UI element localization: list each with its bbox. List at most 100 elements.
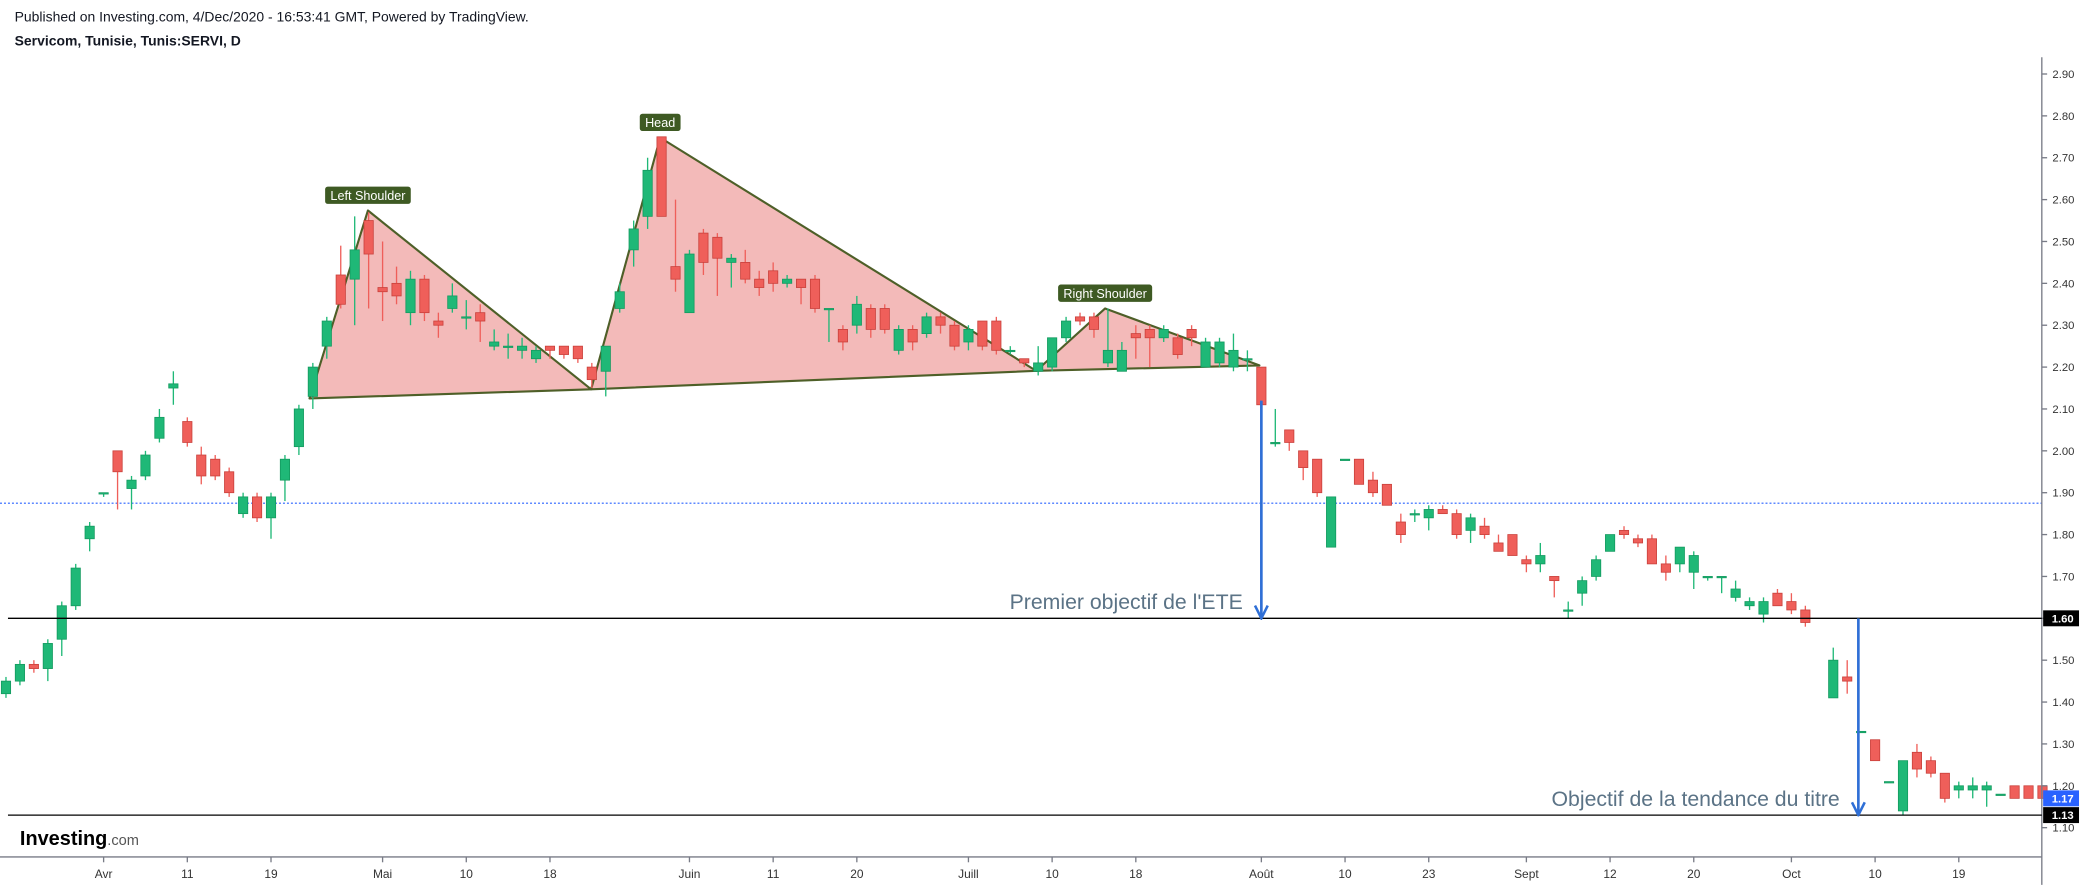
candle-body [1214, 341, 1225, 364]
y-tick-label: 1.50 [2052, 655, 2074, 667]
candle-body [1828, 659, 1839, 699]
candle-body [1033, 362, 1044, 372]
candle-body [1284, 429, 1295, 443]
logo-main: Investing [20, 828, 107, 850]
candle-body [1353, 458, 1365, 485]
y-tick-label: 2.10 [2052, 404, 2074, 416]
candle-body [238, 496, 249, 515]
logo-suffix: .com [107, 833, 139, 849]
candle-body [1660, 563, 1671, 573]
candle-body [1061, 320, 1072, 339]
candle-body [1521, 559, 1532, 565]
candle-body [879, 308, 890, 330]
candle-body [1270, 442, 1281, 445]
candle-body [670, 266, 681, 280]
chart-title: Servicom, Tunisie, Tunis:SERVI, D [15, 32, 241, 48]
candle-body [1925, 760, 1936, 774]
candle-body [1870, 739, 1881, 762]
candle-body [1019, 358, 1030, 364]
candle-body [1507, 534, 1518, 556]
candle-body [84, 525, 95, 540]
candle-body [1465, 517, 1476, 531]
x-tick-label: 10 [460, 867, 474, 881]
candle-body [1535, 555, 1546, 565]
candle-body [837, 329, 848, 343]
candle-body [265, 496, 277, 519]
candle-body [809, 278, 821, 309]
candle-body [391, 282, 402, 297]
candle-body [405, 278, 416, 314]
candle-body [1005, 349, 1016, 353]
last-price-label: 1.17 [2052, 793, 2074, 805]
candle-body [112, 450, 123, 473]
candle-body [475, 312, 486, 322]
x-tick-label: 20 [850, 867, 864, 881]
candle-body [600, 345, 611, 372]
candle-body [1256, 366, 1267, 406]
candle-body [419, 278, 430, 314]
candle-body [1381, 483, 1392, 506]
candle-body [977, 320, 988, 347]
candle-body [1074, 316, 1086, 322]
candle-body [628, 228, 639, 251]
candle-body [1451, 513, 1462, 535]
candle-body [2009, 785, 2020, 799]
candle-body [321, 320, 332, 347]
last-price-box [2043, 790, 2080, 807]
candle-body [196, 454, 207, 477]
candle-body [1395, 521, 1406, 535]
candle-body [1967, 785, 1978, 791]
y-tick-label: 2.20 [2052, 362, 2074, 374]
candle-body [614, 291, 625, 309]
candle-body [823, 308, 834, 311]
candle-body [293, 408, 304, 448]
pattern-label: Right Shoulder [1063, 287, 1146, 301]
y-tick-label: 2.70 [2052, 153, 2074, 165]
candle-body [140, 454, 151, 477]
candle-body [503, 345, 514, 348]
candle-body [252, 496, 263, 519]
arrow-annotation: Premier objectif de l'ETE [1010, 590, 1243, 614]
y-tick-label: 1.20 [2052, 781, 2074, 793]
candle-body [1688, 555, 1699, 573]
candle-body [1186, 329, 1197, 339]
candle-body [307, 366, 318, 397]
candle-body [1591, 559, 1602, 577]
x-tick-label: 20 [1687, 867, 1701, 881]
arrow-annotation: Objectif de la tendance du titre [1552, 787, 1840, 811]
x-tick-label: Sept [1514, 867, 1539, 881]
candle-body [782, 278, 793, 284]
candle-body [1116, 349, 1127, 372]
candle-body [768, 270, 779, 284]
candle-body [1340, 458, 1351, 461]
candle-body [1102, 349, 1113, 364]
y-tick-label: 1.90 [2052, 488, 2074, 500]
candle-body [963, 329, 974, 343]
candle-body [447, 295, 458, 309]
candle-body [126, 479, 137, 489]
x-tick-label: 12 [1603, 867, 1617, 881]
candle-body [1702, 576, 1713, 579]
candle-body [461, 316, 472, 319]
x-tick-label: 11 [767, 867, 780, 881]
price-label-box [2043, 807, 2080, 824]
candle-body [279, 458, 290, 481]
candle-body [712, 236, 723, 259]
candle-body [1493, 542, 1504, 552]
candle-body [921, 316, 932, 334]
candle-body [154, 416, 165, 439]
y-tick-label: 2.30 [2052, 320, 2074, 332]
x-tick-label: 10 [1045, 867, 1059, 881]
y-tick-label: 2.60 [2052, 195, 2074, 207]
candle-body [224, 471, 235, 494]
y-tick-label: 1.80 [2052, 530, 2074, 542]
x-tick-label: 18 [1129, 867, 1143, 881]
candle-body [530, 349, 542, 360]
candle-body [377, 287, 388, 293]
candle-body [1883, 781, 1895, 784]
price-label: 1.60 [2052, 613, 2074, 625]
candle-body [1437, 509, 1448, 515]
y-tick-label: 2.00 [2052, 446, 2074, 458]
